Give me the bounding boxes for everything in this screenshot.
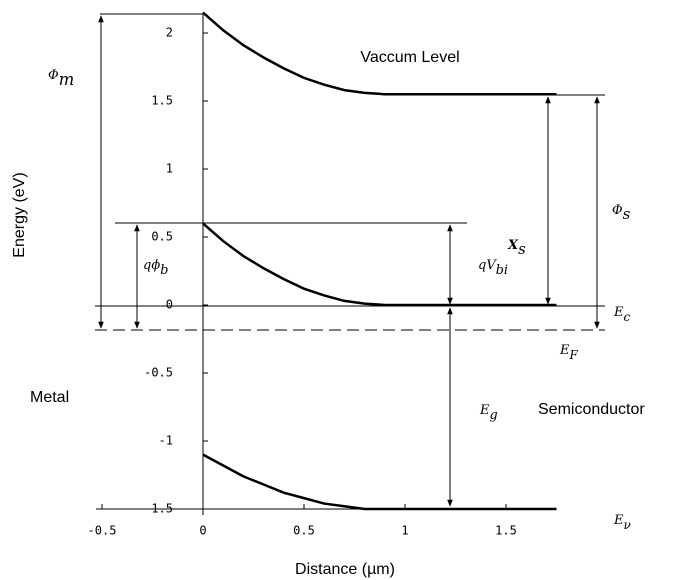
band-curve: [202, 222, 557, 307]
symbol-main: E: [479, 403, 490, 418]
x-tick-label: -0.5: [88, 524, 117, 538]
symbol-sub: bi: [496, 263, 508, 278]
symbol-main: E: [613, 513, 624, 528]
arrows: [98, 15, 600, 507]
symbol-sub: g: [490, 408, 498, 423]
symbol-q-phi-b: qϕb: [143, 258, 168, 278]
symbol-e-c: Ec: [613, 305, 631, 324]
symbol-sub: c: [624, 310, 631, 324]
symbol-sub: b: [160, 263, 168, 278]
symbol-sub: s: [518, 240, 526, 258]
symbol-sub: m: [59, 70, 75, 89]
y-tick-label: -0.5: [144, 366, 173, 380]
y-tick-label: 1: [166, 162, 173, 176]
x-tick-label: 1.5: [495, 524, 517, 538]
symbol-main: Φ: [612, 203, 623, 218]
symbol-e-f: EF: [559, 343, 579, 362]
symbol-main: Φ: [48, 68, 59, 83]
y-tick-label: 2: [166, 26, 173, 40]
x-tick-label: 0: [199, 524, 206, 538]
semiconductor-label: Semiconductor: [538, 401, 645, 418]
symbol-e-g: Eg: [479, 403, 498, 423]
symbol-phi-m: Φm: [48, 68, 74, 89]
y-axis-label: Energy (eV): [11, 172, 28, 257]
symbol-e-v: Eν: [613, 513, 631, 532]
symbol-main: qV: [478, 258, 497, 273]
y-tick-label: 0: [166, 298, 173, 312]
symbol-chi-s: Xs: [507, 238, 526, 259]
band-curve: [202, 453, 557, 511]
y-tick-label: -1: [159, 434, 173, 448]
x-axis-label: Distance (µm): [295, 561, 395, 578]
metal-label: Metal: [30, 389, 69, 406]
symbol-sub: F: [569, 348, 579, 362]
symbol-main: X: [507, 238, 519, 253]
symbol-sub: ν: [624, 518, 631, 532]
y-tick-label: -1.5: [144, 502, 173, 516]
x-tick-label: 0.5: [293, 524, 315, 538]
symbol-main: E: [559, 343, 570, 358]
y-tick-label: 0.5: [151, 230, 173, 244]
band-curve: [202, 11, 557, 96]
vacuum-label: Vaccum Level: [360, 49, 459, 66]
symbol-sub: s: [623, 205, 631, 223]
symbol-q-vbi: qVbi: [478, 258, 508, 278]
y-tick-label: 1.5: [151, 94, 173, 108]
x-tick-label: 1: [401, 524, 408, 538]
symbol-main: qϕ: [143, 258, 160, 273]
symbol-main: E: [613, 305, 624, 320]
symbol-phi-s: Φs: [612, 203, 631, 224]
